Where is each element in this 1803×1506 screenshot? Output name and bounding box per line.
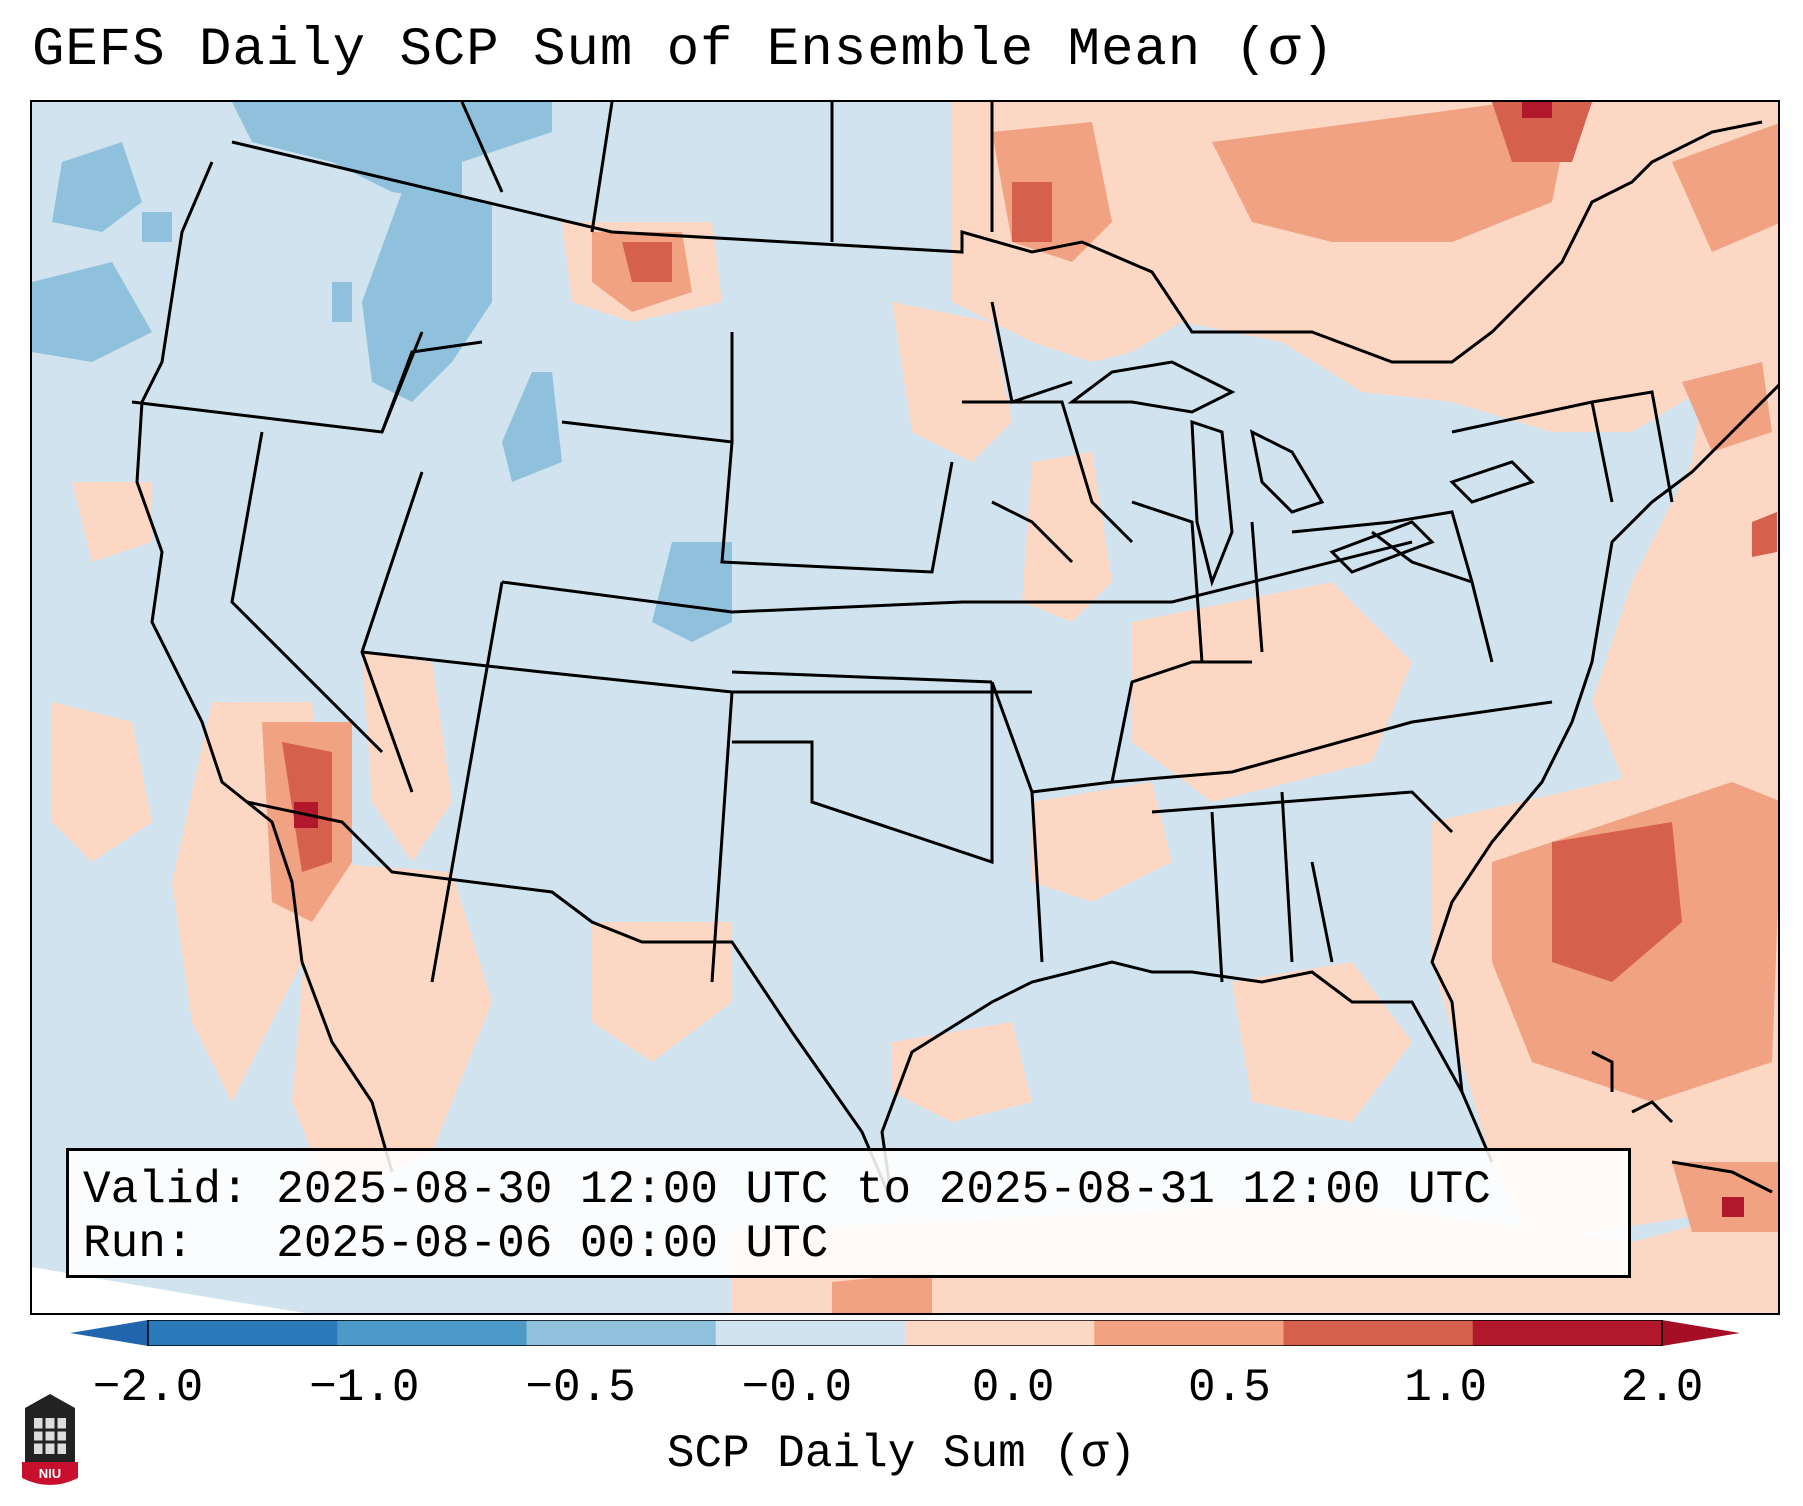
colorbar-tick-label: −2.0 (92, 1362, 204, 1414)
colorbar-extend-high (1662, 1320, 1740, 1346)
colorbar-tick-label: 2.0 (1620, 1362, 1704, 1414)
positive-medium-regions (262, 102, 1778, 1313)
colorbar-label: SCP Daily Sum (σ) (666, 1428, 1137, 1480)
colorbar-tick-label: −1.0 (309, 1362, 420, 1414)
colorbar-extend-low (70, 1320, 148, 1346)
colorbar-segment (148, 1320, 338, 1346)
colorbar-tick-label: 0.5 (1188, 1362, 1271, 1414)
colorbar-segment (905, 1320, 1095, 1346)
run-value: 2025-08-06 00:00 UTC (276, 1218, 829, 1270)
positive-extreme-regions (294, 102, 1744, 1217)
colorbar-segment (526, 1320, 717, 1346)
caribbean-islands (1591, 1050, 1773, 1194)
valid-label: Valid: (83, 1164, 249, 1216)
colorbar-outline (147, 1320, 1663, 1346)
colorbar-segment (715, 1320, 906, 1346)
colorbar-segments (148, 1320, 1663, 1346)
colorbar-tick-label: 0.0 (971, 1362, 1055, 1414)
colorbar-segment (1283, 1320, 1474, 1346)
validity-infobox: Valid: 2025-08-30 12:00 UTC to 2025-08-3… (66, 1148, 1631, 1278)
map-panel (30, 100, 1780, 1315)
map-title: GEFS Daily SCP Sum of Ensemble Mean (σ) (32, 20, 1335, 81)
colorbar-tick-label: 1.0 (1404, 1362, 1488, 1414)
colorbar-segment (1472, 1320, 1663, 1346)
run-label: Run: (83, 1218, 194, 1270)
outside-domain (32, 1267, 306, 1313)
colorbar-segment (1094, 1320, 1284, 1346)
valid-value: 2025-08-30 12:00 UTC to 2025-08-31 12:00… (276, 1164, 1491, 1216)
logo-text: NIU (39, 1466, 61, 1481)
boundaries (131, 102, 1778, 1203)
colorbar-tick-labels: −2.0 −1.0 −0.5 −0.0 0.0 0.5 1.0 2.0 (0, 1362, 1803, 1422)
colorbar (70, 1320, 1740, 1346)
colorbar-segment (337, 1320, 527, 1346)
colorbar-tick-label: −0.0 (741, 1362, 853, 1414)
colorbar-tick-label: −0.5 (525, 1362, 636, 1414)
niu-logo: NIU (22, 1394, 78, 1485)
great-lakes (1067, 360, 1535, 587)
